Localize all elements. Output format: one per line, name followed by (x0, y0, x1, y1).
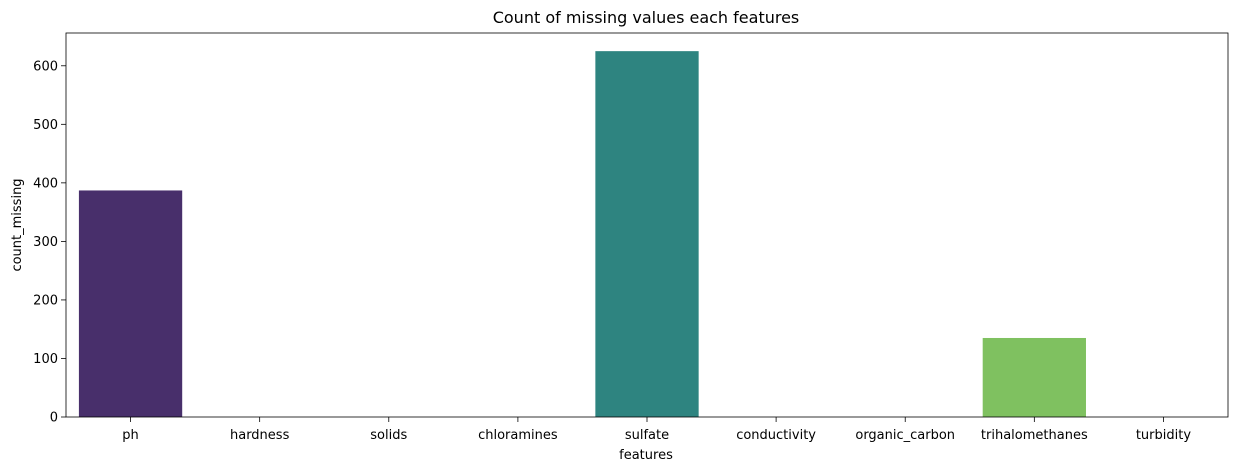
x-tick-label: hardness (230, 428, 290, 443)
x-tick-label: solids (370, 428, 407, 443)
y-tick-label: 200 (33, 293, 58, 308)
x-tick-label: ph (122, 428, 139, 443)
y-axis-label: count_missing (10, 178, 25, 271)
x-tick-label: conductivity (736, 428, 816, 443)
x-tick-label: trihalomethanes (981, 428, 1088, 443)
x-axis-label: features (619, 448, 673, 463)
bar-sulfate (595, 51, 699, 418)
bar-ph (78, 190, 183, 417)
y-tick-label: 600 (33, 59, 58, 74)
y-tick-label: 0 (50, 411, 58, 426)
plot-area: 0 100 200 300 400 500 600 ph hardness solids chlor… (33, 32, 1229, 443)
x-tick-label: turbidity (1136, 428, 1192, 443)
x-tick-label: organic_carbon (855, 428, 955, 443)
y-tick-label: 100 (33, 352, 58, 367)
chart-title: Count of missing values each features (493, 8, 800, 27)
y-tick-label: 400 (33, 176, 58, 191)
y-tick-label: 300 (33, 235, 58, 250)
x-tick-label: sulfate (625, 428, 669, 443)
y-tick-label: 500 (33, 118, 58, 133)
bar-trihalomethanes (982, 337, 1086, 417)
x-tick-label: chloramines (478, 428, 558, 443)
